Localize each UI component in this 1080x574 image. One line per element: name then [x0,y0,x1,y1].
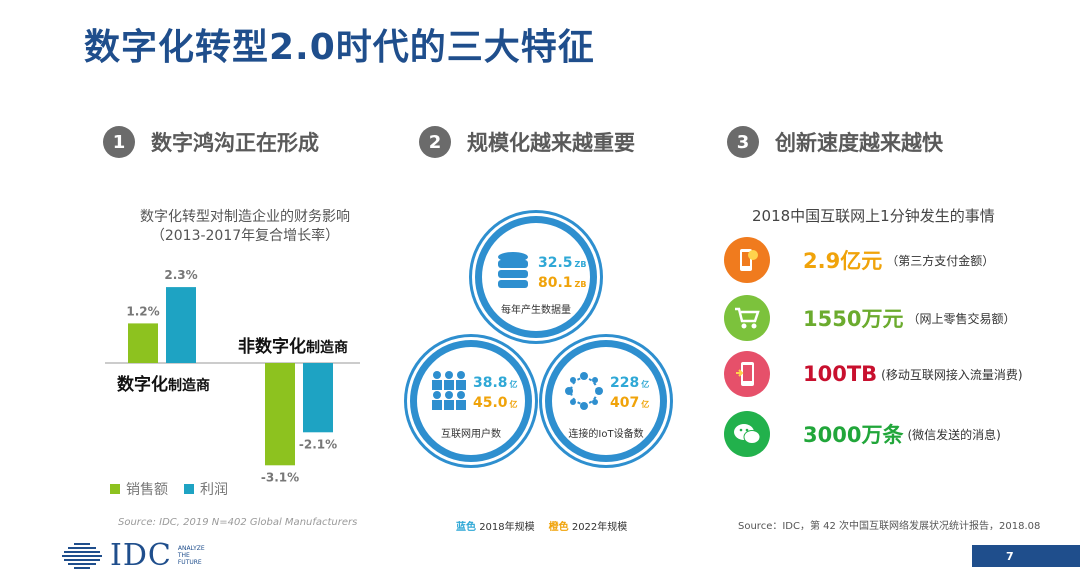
page-number: 7 [1006,549,1014,563]
event-row-wechat: 3000万条 (微信发送的消息) [724,411,1001,457]
data-label: 1.2% [126,304,159,318]
circle-caption: 连接的IoT设备数 [568,429,644,440]
category-label: 非数字化制造商 [238,336,348,357]
mobile-data-icon [724,351,770,397]
scale-legend: 蓝色 2018年规模 橙色 2022年规模 [456,518,627,533]
database-icon [498,252,528,288]
event-row-payment: 2.9亿元 （第三方支付金额） [724,237,994,283]
circle-caption: 互联网用户数 [441,429,501,440]
phone-payment-icon [724,237,770,283]
event-row-retail: 1550万元 （网上零售交易额） [724,295,1015,341]
event-note: （第三方支付金额） [886,253,995,268]
event-note: (微信发送的消息) [907,427,1001,442]
logo-text: IDC [110,538,172,573]
legend-2018: 蓝色 2018年规模 [456,522,535,533]
value-2018: 32.5 ZB [538,255,587,271]
chart-subtitle: （2013-2017年复合增长率） [150,228,340,244]
section-number: 1 [103,126,135,158]
bar-profit-1 [303,363,333,433]
legend-swatch-sales [110,484,120,494]
circle-data-volume: 32.5 ZB 80.1 ZB 每年产生数据量 [475,216,597,338]
value-2018: 38.8 亿 [473,375,518,391]
data-label: -3.1% [261,470,299,484]
wechat-icon [724,411,770,457]
legend-swatch-profit [184,484,194,494]
circle-caption: 每年产生数据量 [501,305,571,316]
legend-item-sales: 销售额 [110,479,168,499]
category-label: 数字化制造商 [117,374,210,395]
network-icon [565,372,603,410]
section-label: 规模化越来越重要 [467,131,635,155]
legend-label: 利润 [200,482,228,498]
section-label: 创新速度越来越快 [775,131,943,155]
minute-events-title: 2018中国互联网上1分钟发生的事情 [752,207,995,225]
value-2022: 80.1 ZB [538,275,587,291]
bar-chart: 1.2% 2.3% 数字化制造商 -3.1% -2.1% 非数字化制造商 [105,268,360,484]
event-row-mobile-data: 100TB (移动互联网接入流量消费) [724,351,1023,397]
section-label: 数字鸿沟正在形成 [151,131,319,155]
event-value: 3000万条 [803,423,904,447]
source-note: Source：IDC，第 42 次中国互联网络发展状况统计报告，2018.08 [738,521,1041,532]
chart-legend: 销售额 利润 [110,479,244,499]
event-value: 100TB [803,362,878,386]
chart-title: 数字化转型对制造企业的财务影响 [140,209,350,225]
section-1-header: 1 数字鸿沟正在形成 [103,126,319,158]
value-2018: 228 亿 [610,375,650,391]
circle-iot-devices: 228 亿 407 亿 连接的IoT设备数 [545,340,667,462]
legend-item-profit: 利润 [184,479,228,499]
event-note: (移动互联网接入流量消费) [881,367,1023,382]
value-2022: 45.0 亿 [473,395,518,411]
section-3-header: 3 创新速度越来越快 [727,126,943,158]
logo-tagline: ANALYZE THE FUTURE [177,545,205,566]
page-number-bar: 7 [972,545,1080,567]
data-label: -2.1% [299,437,337,451]
event-value: 2.9亿元 [803,249,883,273]
globe-lines-icon [62,542,102,569]
value-2022: 407 亿 [610,395,650,411]
bar-profit-0 [166,287,196,363]
source-note: Source: IDC, 2019 N=402 Global Manufactu… [118,517,358,528]
page-title: 数字化转型2.0时代的三大特征 [84,27,595,68]
chart-title-block: 数字化转型对制造企业的财务影响 （2013-2017年复合增长率） [110,208,380,246]
bar-sales-1 [265,363,295,466]
legend-2022: 橙色 2022年规模 [548,522,628,533]
users-icon [432,371,466,410]
shopping-cart-icon [724,295,770,341]
section-number: 2 [419,126,451,158]
section-2-header: 2 规模化越来越重要 [419,126,635,158]
event-note: （网上零售交易额） [907,311,1016,326]
data-label: 2.3% [164,268,197,282]
event-value: 1550万元 [803,307,904,331]
section-number: 3 [727,126,759,158]
idc-logo: IDC ANALYZE THE FUTURE [60,538,205,573]
bar-sales-0 [128,323,158,363]
circle-internet-users: 38.8 亿 45.0 亿 互联网用户数 [410,340,532,462]
legend-label: 销售额 [126,482,168,498]
